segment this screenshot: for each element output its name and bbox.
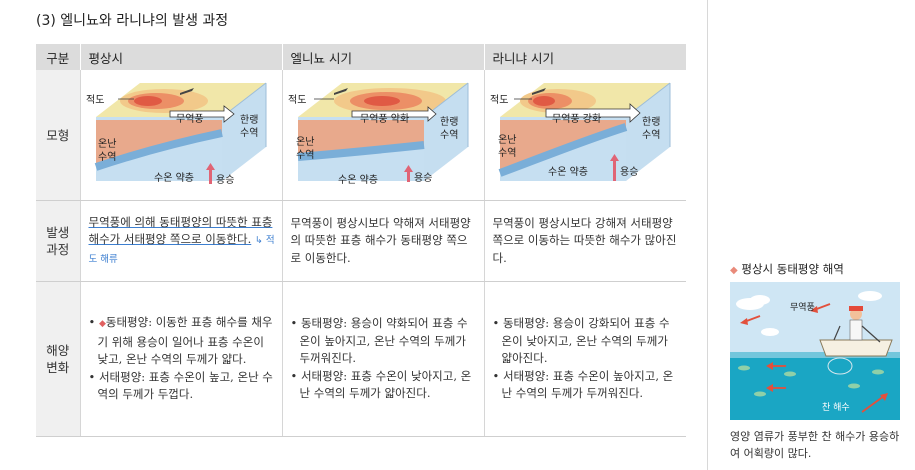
- occurrence-normal-text: 무역풍에 의해 동태평양의 따뜻한 표층 해수가 서태평양 쪽으로 이동한다.: [88, 214, 273, 247]
- sidebar-title: ◆ 평상시 동태평양 해역: [730, 261, 844, 277]
- ocean-normal-east-text: 동태평양: 이동한 표층 해수를 채우기 위해 용승이 일어나 표층 수온이 낮…: [97, 315, 273, 367]
- row-head-occurrence: 발생 과정: [36, 200, 81, 282]
- ocean-lanina-east-text: 동태평양: 용승이 강화되어 표층 수온이 낮아지고, 온난 수역의 두께가 얇…: [501, 316, 670, 366]
- column-divider: [707, 0, 708, 470]
- occurrence-normal: 무역풍에 의해 동태평양의 따뜻한 표층 해수가 서태평양 쪽으로 이동한다. …: [80, 200, 283, 282]
- label-warm-2: 수역: [98, 151, 116, 163]
- model-row: 모형 적도: [36, 70, 686, 201]
- label-equator: 적도: [490, 94, 508, 106]
- diamond-icon: ◆: [730, 265, 738, 276]
- label-thermocline: 수온 약층: [548, 166, 588, 178]
- fishing-illustration: 무역풍 찬 해수: [730, 282, 900, 420]
- row-head-ocean: 해양 변화: [36, 281, 81, 437]
- normal-diagram: 적도 무역풍 한랭 수역 온난 수역 수온 약층 용승: [86, 82, 266, 186]
- label-warm-1: 온난: [296, 136, 314, 148]
- comparison-table: 구분 평상시 엘니뇨 시기 라니냐 시기 모형: [36, 44, 687, 437]
- label-upwelling: 용승: [216, 174, 234, 186]
- row-head-ocean-text: 해양 변화: [46, 343, 70, 375]
- header-category: 구분: [36, 44, 81, 70]
- label-cold-2: 수역: [642, 129, 660, 141]
- ocean-lanina-west: • 서태평양: 표층 수온이 높아지고, 온난 수역의 두께가 두꺼워진다.: [492, 368, 674, 401]
- header-elnino: 엘니뇨 시기: [282, 44, 485, 70]
- diamond-icon: ◆: [98, 319, 106, 330]
- ocean-lanina-east: • 동태평양: 용승이 강화되어 표층 수온이 낮아지고, 온난 수역의 두께가…: [492, 316, 670, 366]
- ocean-elnino-west: • 서태평양: 표층 수온이 낮아지고, 온난 수역의 두께가 얇아진다.: [290, 368, 472, 401]
- label-equator: 적도: [86, 94, 104, 106]
- label-cold-2: 수역: [240, 127, 258, 139]
- ocean-elnino: • 동태평양: 용승이 약화되어 표층 수온이 높아지고, 온난 수역의 두께가…: [282, 281, 485, 437]
- ocean-normal-west: • 서태평양: 표층 수온이 높고, 온난 수역의 두께가 두껍다.: [88, 369, 273, 402]
- ocean-elnino-east: • 동태평양: 용승이 약화되어 표층 수온이 높아지고, 온난 수역의 두께가…: [290, 316, 468, 366]
- label-upwelling: 용승: [414, 172, 432, 184]
- model-lanina: 적도 무역풍 강화 한랭 수역 온난 수역 수온 약층 용승: [484, 70, 686, 201]
- row-head-model: 모형: [36, 70, 81, 201]
- elnino-diagram: 적도 무역풍 약화 한랭 수역 온난 수역 수온 약층 용승: [288, 82, 468, 186]
- label-equator: 적도: [288, 94, 306, 106]
- ocean-elnino-west-text: 서태평양: 표층 수온이 낮아지고, 온난 수역의 두께가 얇아진다.: [299, 368, 472, 401]
- sidebar-title-text: 평상시 동태평양 해역: [741, 262, 844, 276]
- model-normal: 적도 무역풍 한랭 수역 온난 수역 수온 약층 용승: [80, 70, 283, 201]
- label-cold-1: 한랭: [440, 116, 458, 128]
- occurrence-lanina: 무역풍이 평상시보다 강해져 서태평양 쪽으로 이동하는 따뜻한 해수가 많아진…: [484, 200, 686, 282]
- ocean-lanina-west-text: 서태평양: 표층 수온이 높아지고, 온난 수역의 두께가 두꺼워진다.: [501, 368, 674, 401]
- occurrence-elnino: 무역풍이 평상시보다 약해져 서태평양의 따뜻한 표층 해수가 동태평양 쪽으로…: [282, 200, 485, 282]
- label-warm-2: 수역: [498, 147, 516, 159]
- occurrence-row: 발생 과정 무역풍에 의해 동태평양의 따뜻한 표층 해수가 서태평양 쪽으로 …: [36, 200, 686, 282]
- model-elnino: 적도 무역풍 약화 한랭 수역 온난 수역 수온 약층 용승: [282, 70, 485, 201]
- ocean-normal-west-text: 서태평양: 표층 수온이 높고, 온난 수역의 두께가 두껍다.: [97, 369, 273, 402]
- section-title: (3) 엘니뇨와 라니냐의 발생 과정: [36, 13, 229, 29]
- label-cold-water: 찬 해수: [822, 402, 850, 413]
- label-upwelling: 용승: [620, 166, 638, 178]
- label-warm-1: 온난: [98, 138, 116, 150]
- label-warm-2: 수역: [296, 149, 314, 161]
- equator-current-note-text: 적도 해류: [88, 235, 275, 265]
- label-cold-1: 한랭: [240, 114, 258, 126]
- header-row: 구분 평상시 엘니뇨 시기 라니냐 시기: [36, 44, 687, 70]
- header-lanina: 라니냐 시기: [484, 44, 687, 70]
- row-head-occurrence-text: 발생 과정: [46, 225, 70, 257]
- ocean-elnino-east-text: 동태평양: 용승이 약화되어 표층 수온이 높아지고, 온난 수역의 두께가 두…: [299, 316, 468, 366]
- ocean-lanina: • 동태평양: 용승이 강화되어 표층 수온이 낮아지고, 온난 수역의 두께가…: [484, 281, 686, 437]
- label-trade-wind-weak: 무역풍 약화: [360, 113, 409, 125]
- ocean-row: 해양 변화 • ◆동태평양: 이동한 표층 해수를 채우기 위해 용승이 일어나…: [36, 281, 686, 437]
- label-warm-1: 온난: [498, 134, 516, 146]
- label-thermocline: 수온 약층: [338, 174, 378, 186]
- ocean-normal-east: • ◆동태평양: 이동한 표층 해수를 채우기 위해 용승이 일어나 표층 수온…: [88, 315, 273, 367]
- sidebar-caption: 영양 염류가 풍부한 찬 해수가 용승하여 어획량이 많다.: [730, 430, 900, 460]
- lanina-diagram: 적도 무역풍 강화 한랭 수역 온난 수역 수온 약층 용승: [490, 82, 670, 181]
- equator-current-note: ↳ 적도 해류: [88, 235, 275, 265]
- ocean-normal: • ◆동태평양: 이동한 표층 해수를 채우기 위해 용승이 일어나 표층 수온…: [80, 281, 283, 437]
- label-trade-wind: 무역풍: [790, 302, 815, 313]
- label-trade-wind: 무역풍: [176, 113, 204, 125]
- label-cold-2: 수역: [440, 129, 458, 141]
- label-thermocline: 수온 약층: [154, 172, 194, 184]
- label-cold-1: 한랭: [642, 116, 660, 128]
- header-normal: 평상시: [80, 44, 283, 70]
- label-trade-wind-strong: 무역풍 강화: [552, 113, 601, 125]
